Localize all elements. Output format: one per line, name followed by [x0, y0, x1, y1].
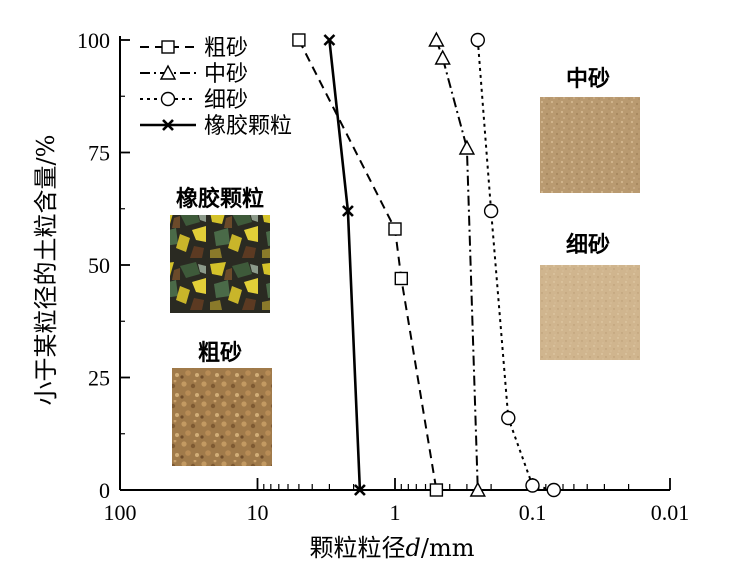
data-point-fine-sand: [501, 410, 516, 426]
series-layer: [292, 31, 561, 498]
legend-label-fine-sand: 细砂: [204, 88, 248, 113]
inset-medium-sand: 中砂: [540, 66, 640, 193]
data-point-fine-sand: [525, 478, 540, 493]
legend-marker-medium-sand: [159, 64, 177, 80]
rubber-photo: [170, 215, 270, 313]
y-axis-ticks: 0 25 50 75 100: [77, 28, 130, 503]
inset-rubber: 橡胶颗粒: [170, 186, 270, 313]
series-line-coarse-sand: [298, 39, 438, 491]
legend-marker-fine-sand: [160, 91, 176, 107]
data-point-rubber-particles: [323, 34, 336, 46]
x-tick-label: 0.1: [519, 500, 547, 525]
series-medium-sand: [428, 31, 486, 497]
inset-coarse-sand-label: 粗砂: [198, 340, 242, 366]
series-coarse-sand: [292, 33, 444, 497]
data-point-fine-sand: [483, 203, 499, 219]
y-tick-label: 25: [88, 366, 110, 391]
inset-medium-sand-label: 中砂: [566, 66, 610, 92]
legend-label-rubber-particles: 橡胶颗粒: [204, 114, 292, 139]
data-point-coarse-sand: [292, 33, 306, 47]
data-point-rubber-particles: [353, 484, 366, 496]
x-axis-title-unit: /mm: [421, 534, 475, 562]
x-tick-label: 100: [104, 500, 137, 525]
y-axis-title: 小于某粒径的土粒含量/%: [32, 135, 60, 406]
coarse-sand-photo: [172, 368, 272, 466]
y-tick-label: 50: [88, 253, 110, 278]
x-marker-stroke: [353, 484, 366, 496]
data-point-coarse-sand: [429, 483, 444, 497]
x-tick-label: 10: [247, 500, 269, 525]
legend-marker-rubber-particles: [162, 119, 174, 131]
data-point-rubber-particles: [341, 205, 354, 217]
x-axis-title: 颗粒粒径d/mm: [310, 534, 475, 562]
x-axis-title-variable: d: [406, 534, 421, 562]
inset-coarse-sand: 粗砂: [172, 340, 272, 466]
x-tick-label: 0.01: [651, 500, 690, 525]
data-point-coarse-sand: [394, 271, 408, 286]
inset-rubber-label: 橡胶颗粒: [176, 186, 264, 212]
x-marker-stroke: [323, 34, 336, 46]
series-line-medium-sand: [435, 39, 479, 491]
data-point-medium-sand: [458, 139, 476, 155]
x-marker-stroke: [162, 119, 174, 131]
x-marker-stroke: [341, 205, 354, 217]
data-point-medium-sand: [469, 481, 486, 497]
y-tick-label: 75: [88, 141, 110, 166]
data-point-fine-sand: [546, 482, 561, 498]
legend-label-coarse-sand: 粗砂: [204, 36, 248, 61]
legend-marker-coarse-sand: [161, 40, 175, 54]
y-tick-label: 0: [99, 478, 110, 503]
series-fine-sand: [470, 32, 561, 498]
series-rubber-particles: [323, 34, 366, 496]
x-axis-ticks: 100 10 1 0.1 0.01: [104, 478, 690, 525]
data-point-medium-sand: [434, 49, 451, 65]
data-point-coarse-sand: [388, 222, 402, 236]
medium-sand-photo: [540, 97, 640, 193]
y-tick-label: 100: [77, 28, 110, 53]
x-axis-title-prefix: 颗粒粒径: [310, 534, 406, 562]
data-point-medium-sand: [428, 31, 445, 47]
data-point-fine-sand: [470, 32, 485, 48]
fine-sand-photo: [540, 265, 640, 360]
inset-fine-sand-label: 细砂: [566, 232, 610, 258]
x-tick-label: 1: [390, 500, 401, 525]
inset-fine-sand: 细砂: [540, 232, 640, 360]
legend-label-medium-sand: 中砂: [204, 62, 248, 87]
